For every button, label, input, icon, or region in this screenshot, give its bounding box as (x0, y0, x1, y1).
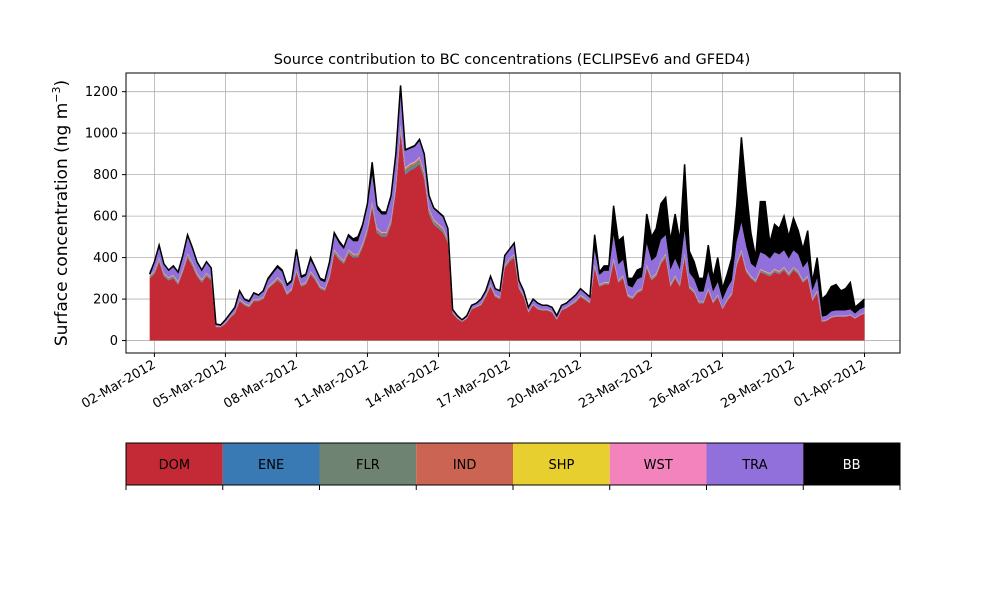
y-axis-label-main: Surface concentration (ng m (52, 103, 72, 346)
legend-item-ind: IND (416, 443, 513, 485)
x-tick-label: 11-Mar-2012 (292, 357, 371, 411)
legend-label: DOM (159, 458, 190, 473)
plot-border (125, 72, 901, 354)
y-tick-label: 200 (93, 293, 118, 308)
x-tick-label: 08-Mar-2012 (221, 357, 300, 411)
y-axis-label: Surface concentration (ng m−3) (50, 80, 72, 346)
y-tick-label: 1000 (85, 127, 118, 142)
legend-swatch (222, 443, 320, 485)
x-tick-label: 05-Mar-2012 (150, 357, 229, 411)
legend: DOM ENE FLR IND SHP WST TRA BB (125, 442, 901, 490)
legend-swatch (706, 443, 804, 485)
legend-swatch (803, 443, 900, 485)
y-axis-label-close: ) (52, 80, 72, 87)
legend-swatch (126, 443, 223, 485)
x-tick-label: 20-Mar-2012 (505, 357, 584, 411)
y-tick-label: 800 (93, 168, 118, 183)
plot-frame (125, 72, 901, 354)
legend-label: FLR (356, 458, 380, 473)
x-axis: 02-Mar-201205-Mar-201208-Mar-201211-Mar-… (79, 353, 868, 412)
legend-label: IND (453, 458, 477, 473)
y-tick-label: 0 (110, 334, 118, 349)
x-tick-label: 26-Mar-2012 (647, 357, 726, 411)
chart-title: Source contribution to BC concentrations… (274, 52, 751, 68)
legend-item-dom: DOM (126, 443, 223, 485)
legend-item-tra: TRA (706, 443, 804, 485)
total-line (148, 85, 865, 326)
legend-swatch (609, 443, 707, 485)
x-tick-label: 02-Mar-2012 (79, 357, 158, 411)
legend-item-wst: WST (609, 443, 707, 485)
legend-label: ENE (258, 458, 284, 473)
legend-item-flr: FLR (319, 443, 417, 485)
legend-label: TRA (741, 458, 767, 473)
x-tick-label: 14-Mar-2012 (363, 357, 442, 411)
legend-item-bb: BB (803, 443, 900, 485)
y-tick-label: 1200 (85, 85, 118, 100)
x-tick-label: 01-Apr-2012 (791, 357, 868, 410)
legend-label: SHP (548, 458, 574, 473)
y-tick-label: 600 (93, 210, 118, 225)
area-series-dom (149, 133, 865, 341)
stacked-areas (148, 85, 865, 341)
legend-item-ene: ENE (222, 443, 320, 485)
legend-label: BB (843, 458, 861, 473)
legend-swatch (416, 443, 513, 485)
x-tick-label: 23-Mar-2012 (576, 357, 655, 411)
legend-item-shp: SHP (513, 443, 610, 485)
legend-swatch (513, 443, 610, 485)
x-tick-label: 17-Mar-2012 (434, 357, 513, 411)
y-tick-label: 400 (93, 251, 118, 266)
legend-swatch (319, 443, 417, 485)
y-axis-label-superscript: −3 (50, 86, 63, 102)
x-tick-label: 29-Mar-2012 (718, 357, 797, 411)
legend-label: WST (644, 458, 673, 473)
y-axis: 0 200 400 600 800 1000 1200 (85, 85, 126, 349)
